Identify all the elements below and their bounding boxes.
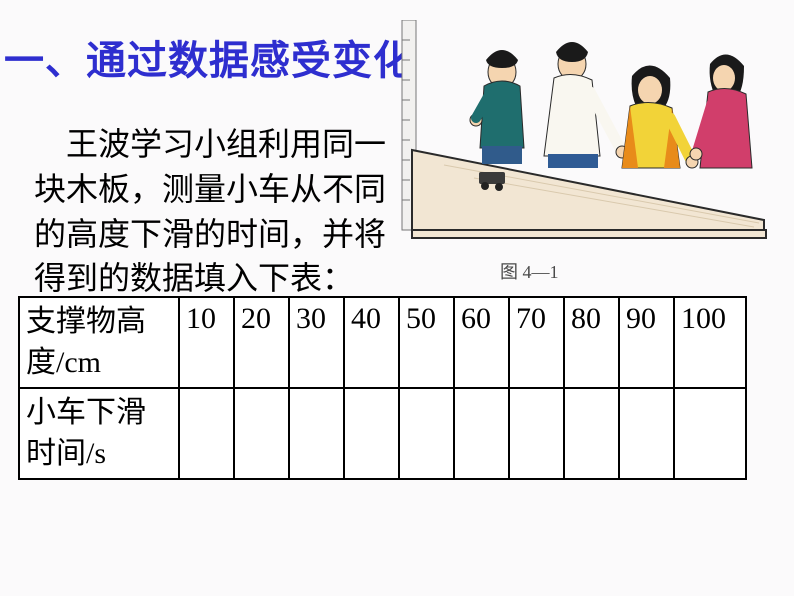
time-cell <box>344 388 399 479</box>
time-cell <box>564 388 619 479</box>
time-cell <box>289 388 344 479</box>
time-cell <box>674 388 746 479</box>
height-cell: 30 <box>289 297 344 388</box>
row-header-height: 支撑物高度/cm <box>19 297 179 388</box>
height-cell: 10 <box>179 297 234 388</box>
student-3 <box>622 65 698 168</box>
height-cell: 70 <box>509 297 564 388</box>
height-row: 支撑物高度/cm 10 20 30 40 50 60 70 80 90 100 <box>19 297 746 388</box>
time-cell <box>619 388 674 479</box>
time-cell <box>454 388 509 479</box>
height-cell: 50 <box>399 297 454 388</box>
body-paragraph: 王波学习小组利用同一块木板，测量小车从不同的高度下滑的时间，并将得到的数据填入下… <box>34 122 410 301</box>
time-cell <box>509 388 564 479</box>
height-cell: 90 <box>619 297 674 388</box>
time-cell <box>234 388 289 479</box>
height-cell: 60 <box>454 297 509 388</box>
height-cell: 20 <box>234 297 289 388</box>
height-cell: 80 <box>564 297 619 388</box>
row-header-time: 小车下滑时间/s <box>19 388 179 479</box>
figure-caption: 图 4—1 <box>500 258 559 284</box>
time-row: 小车下滑时间/s <box>19 388 746 479</box>
time-cell <box>399 388 454 479</box>
ramp-illustration <box>394 20 774 250</box>
student-1 <box>470 50 524 164</box>
height-cell: 40 <box>344 297 399 388</box>
student-4 <box>690 54 752 168</box>
section-heading: 一、通过数据感受变化 <box>4 28 414 86</box>
height-cell: 100 <box>674 297 746 388</box>
student-2 <box>544 42 628 168</box>
data-table: 支撑物高度/cm 10 20 30 40 50 60 70 80 90 100 … <box>18 296 747 480</box>
time-cell <box>179 388 234 479</box>
